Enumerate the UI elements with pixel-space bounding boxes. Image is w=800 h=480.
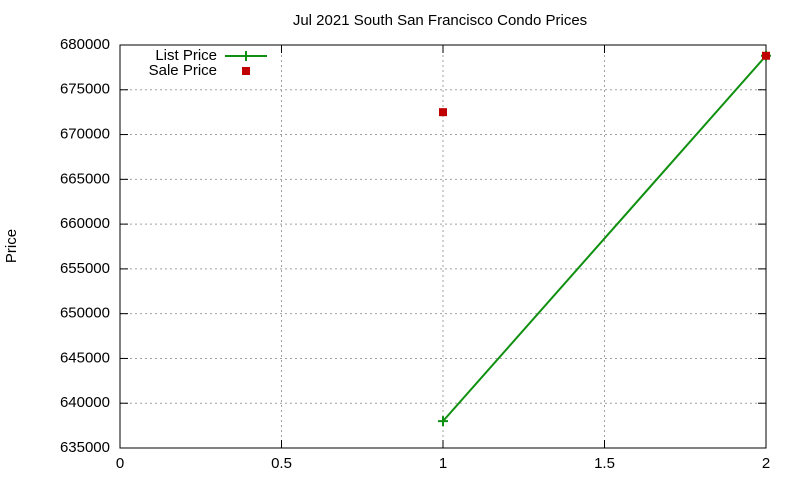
y-tick-label: 635000	[60, 439, 110, 456]
y-tick-label: 645000	[60, 349, 110, 366]
legend-marker	[242, 67, 250, 75]
x-tick-label: 1.5	[594, 455, 615, 472]
legend-label: Sale Price	[149, 62, 217, 79]
y-tick-label: 675000	[60, 81, 110, 98]
y-tick-label: 655000	[60, 260, 110, 277]
x-tick-label: 0.5	[271, 455, 292, 472]
x-tick-label: 0	[116, 455, 124, 472]
y-tick-label: 650000	[60, 305, 110, 322]
y-tick-label: 660000	[60, 215, 110, 232]
y-tick-label: 680000	[60, 36, 110, 53]
x-tick-label: 2	[762, 455, 770, 472]
y-tick-label: 640000	[60, 394, 110, 411]
plot-border	[119, 44, 767, 449]
y-tick-label: 665000	[60, 170, 110, 187]
series-line	[442, 55, 767, 422]
y-axis-label: Price	[3, 229, 20, 263]
chart-title: Jul 2021 South San Francisco Condo Price…	[293, 12, 587, 29]
data-point	[439, 108, 447, 117]
y-tick-label: 670000	[60, 126, 110, 143]
data-point	[762, 51, 770, 60]
data-point	[438, 416, 448, 427]
x-tick-label: 1	[439, 455, 447, 472]
legend-marker	[241, 51, 251, 61]
legend-label: List Price	[155, 47, 217, 64]
